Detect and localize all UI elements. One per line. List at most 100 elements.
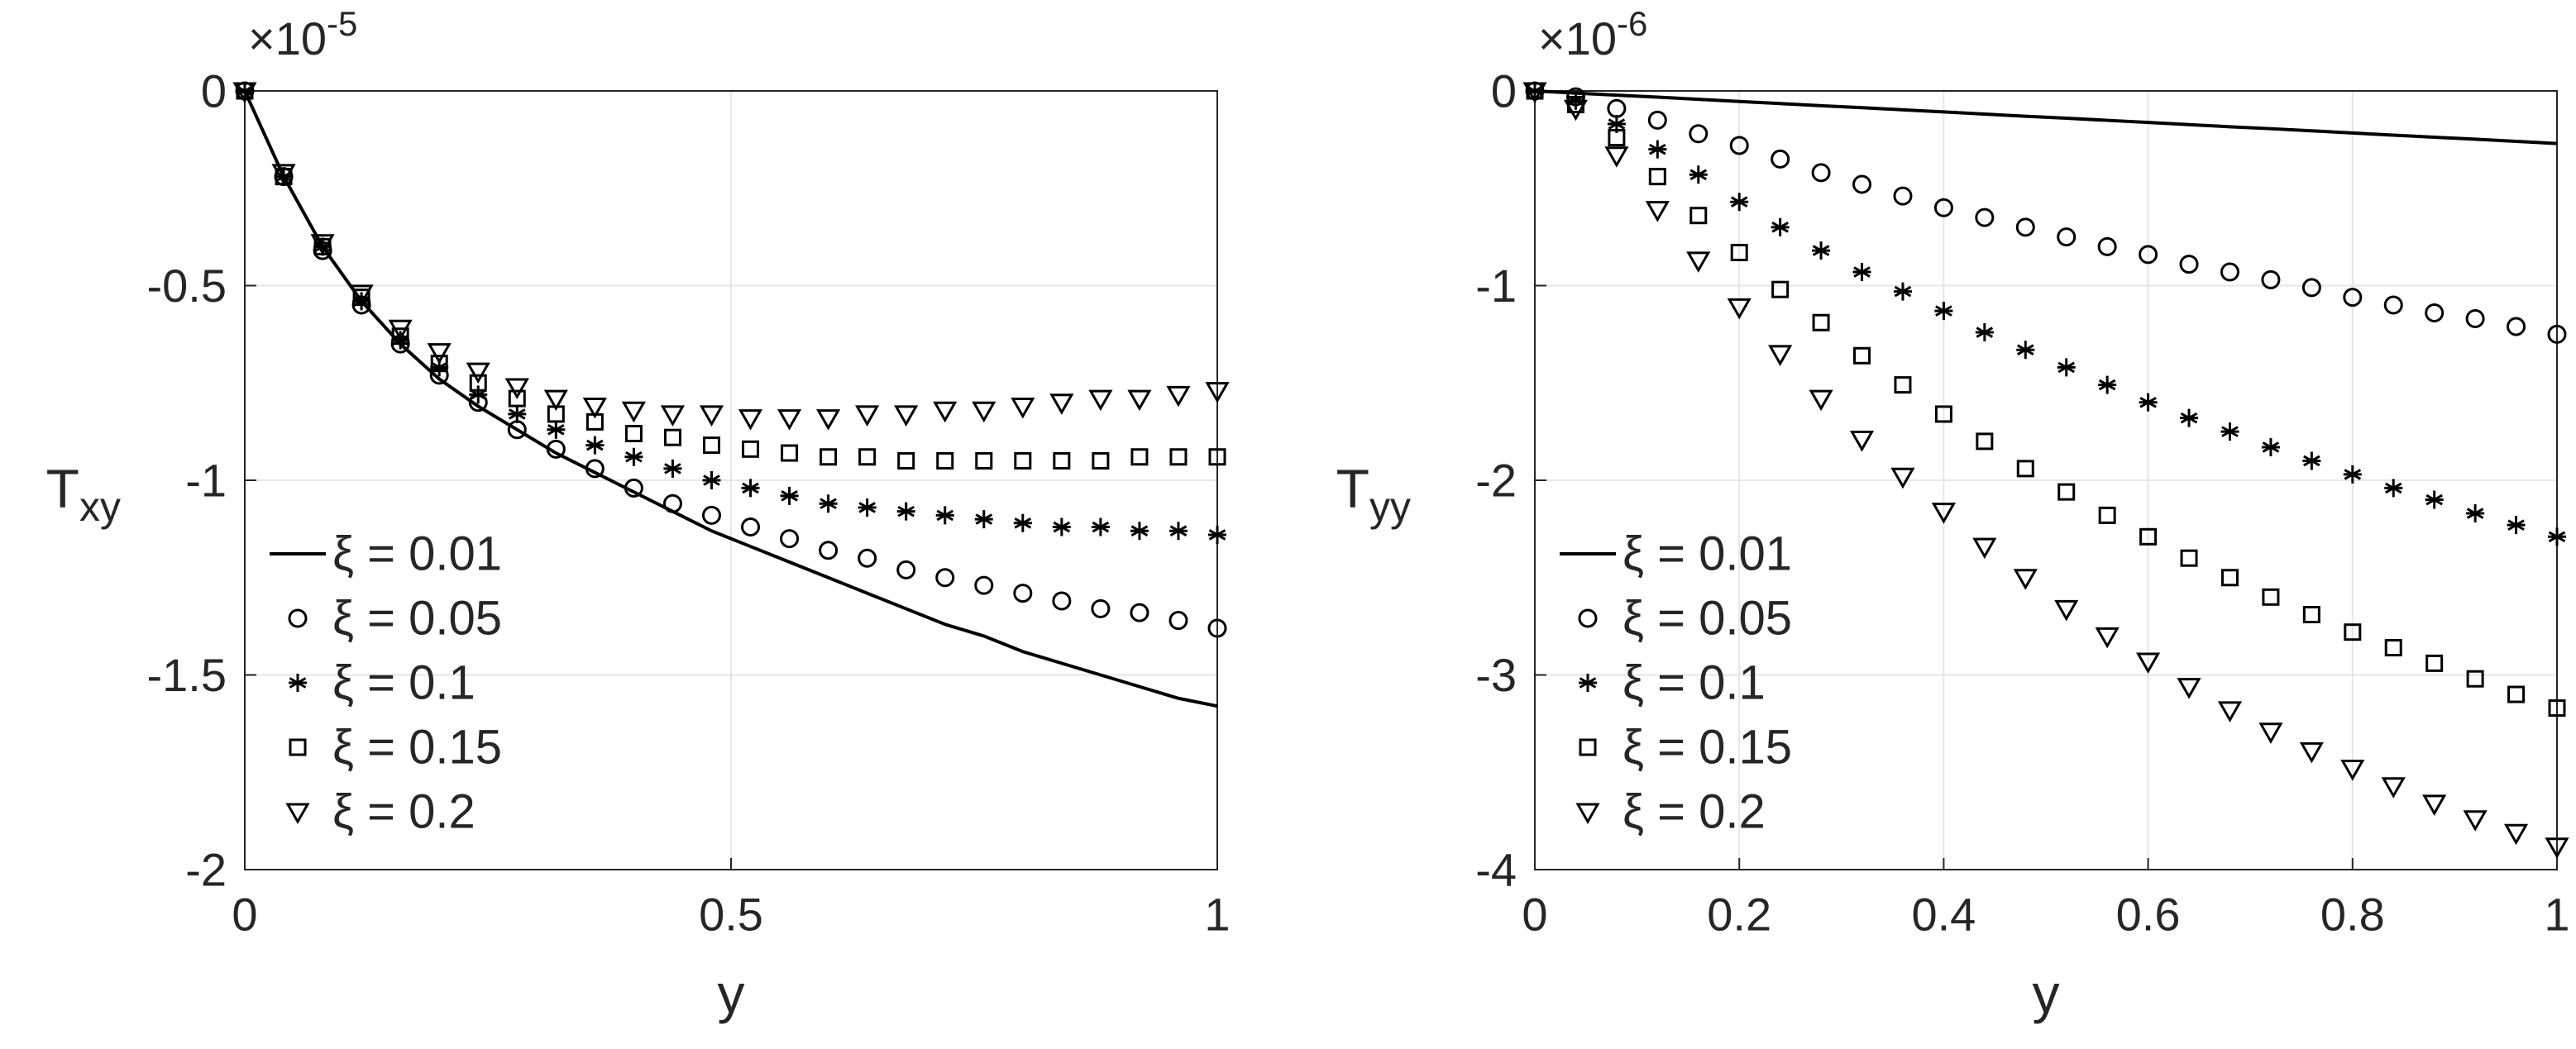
marker-star	[2139, 393, 2158, 412]
x-tick-label: 0	[1522, 889, 1547, 941]
marker-circle	[2425, 303, 2445, 322]
y-tick-label: -2	[1475, 455, 1517, 507]
marker-star	[2180, 408, 2199, 427]
marker-circle	[1729, 136, 1749, 155]
marker-triangle	[816, 409, 841, 431]
marker-square	[1579, 738, 1597, 756]
marker-triangle	[2054, 599, 2079, 622]
marker-square	[1689, 207, 1708, 225]
marker-circle	[2220, 262, 2239, 282]
marker-circle	[1647, 110, 1667, 130]
marker-triangle	[2503, 823, 2529, 846]
marker-triangle	[699, 405, 724, 427]
marker-circle	[2097, 236, 2117, 256]
marker-square	[2180, 549, 2198, 567]
y-label-sub: xy	[79, 484, 121, 530]
y-tick-label: -3	[1475, 649, 1517, 701]
marker-triangle	[285, 803, 310, 825]
subplot: -2 -1.5 -1 -0.5 0 0 0.5 1 y Txy ×10-5 ξ = 0.01 ξ = 0…	[46, 4, 1231, 1025]
multiplier-exponent: -6	[1617, 4, 1647, 43]
y-tick-label: 0	[1491, 65, 1517, 117]
marker-triangle	[2299, 741, 2324, 764]
marker-square	[469, 374, 487, 392]
marker-circle	[1771, 149, 1790, 169]
marker-circle	[2179, 255, 2199, 274]
x-tick-label: 0.6	[2116, 889, 2181, 941]
marker-star	[2425, 490, 2444, 509]
marker-triangle	[1931, 503, 1956, 524]
x-tick-label: 0.8	[2320, 889, 2385, 941]
marker-star	[1052, 517, 1071, 536]
axes-box	[244, 90, 1218, 870]
marker-star	[2016, 341, 2035, 360]
marker-circle	[1893, 186, 1913, 206]
legend-label: ξ = 0.2	[1623, 785, 1766, 839]
marker-square	[2139, 527, 2158, 546]
marker-star	[469, 385, 488, 404]
marker-square	[1894, 376, 1912, 394]
legend-label: ξ = 0.1	[332, 656, 476, 710]
multiplier-base: ×10	[248, 12, 327, 64]
legend-label: ξ = 0.2	[332, 785, 476, 839]
marker-triangle	[2177, 678, 2201, 699]
marker-triangle	[2258, 722, 2283, 744]
marker-star	[2057, 358, 2076, 377]
y-label-sub: yy	[1369, 484, 1411, 530]
marker-triangle	[894, 405, 919, 427]
marker-star	[741, 479, 760, 498]
marker-star	[2220, 422, 2239, 441]
marker-star	[1169, 522, 1188, 541]
marker-square	[2098, 506, 2116, 524]
marker-square	[508, 389, 526, 408]
marker-circle	[935, 568, 955, 588]
y-label-main: T	[1336, 458, 1369, 519]
marker-star	[1812, 241, 1831, 260]
x-axis-label: y	[718, 963, 745, 1024]
x-tick-label: 0.4	[1911, 889, 1976, 941]
marker-circle	[780, 529, 800, 549]
marker-triangle	[2463, 810, 2488, 832]
marker-triangle	[427, 343, 452, 365]
marker-triangle	[1768, 345, 1793, 366]
subplot: -4 -3 -2 -1 0 0 0.2 0.4 0.6 0.8 1 y Tyy ×10-6 ξ = 0.01…	[1336, 4, 2570, 1025]
marker-triangle	[1088, 389, 1113, 412]
marker-star	[2261, 437, 2280, 456]
legend-label: ξ = 0.1	[1623, 656, 1766, 710]
marker-square	[2262, 588, 2280, 606]
marker-square	[897, 451, 915, 470]
data-line	[1534, 89, 2558, 145]
marker-square	[2220, 569, 2239, 587]
marker-triangle	[2217, 701, 2243, 722]
marker-star	[896, 502, 915, 521]
marker-star	[1689, 165, 1708, 184]
marker-triangle	[1011, 398, 1035, 419]
marker-star	[858, 498, 877, 517]
marker-star	[313, 237, 332, 256]
marker-triangle	[504, 378, 529, 399]
marker-circle	[701, 505, 721, 525]
marker-star	[974, 510, 993, 529]
marker-star	[1579, 674, 1597, 692]
marker-star	[585, 436, 605, 455]
marker-circle	[2057, 227, 2077, 247]
y-axis-label: Tyy	[1336, 458, 1411, 530]
marker-circle	[819, 541, 839, 560]
marker-triangle	[1849, 431, 1875, 452]
axes-box	[1534, 90, 2558, 870]
marker-circle	[585, 459, 605, 479]
marker-star	[547, 420, 566, 439]
marker-triangle	[388, 319, 413, 341]
marker-star	[430, 358, 449, 377]
marker-triangle	[2095, 627, 2120, 649]
marker-star	[1091, 517, 1110, 536]
marker-circle	[624, 478, 643, 498]
marker-square	[2057, 483, 2076, 501]
y-tick-label: -2	[185, 844, 227, 896]
marker-triangle	[1563, 99, 1589, 122]
y-tick-label: 0	[201, 65, 227, 117]
marker-star	[1607, 115, 1626, 134]
marker-triangle	[660, 405, 686, 427]
marker-star	[1730, 193, 1749, 212]
marker-square	[1853, 346, 1871, 365]
marker-circle	[2343, 288, 2363, 308]
